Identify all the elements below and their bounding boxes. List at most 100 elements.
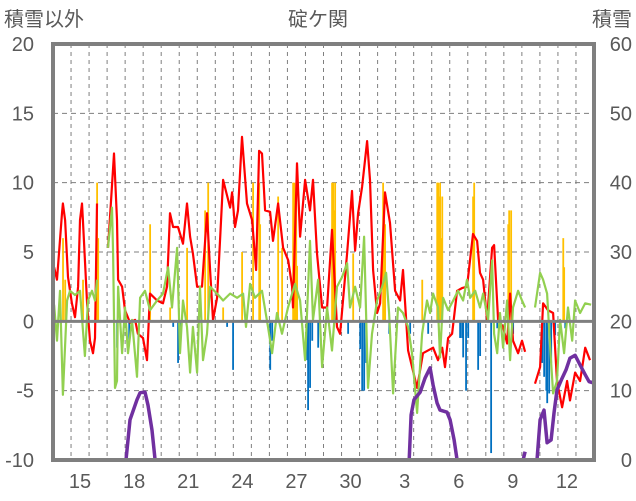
right-tick-label: 60 <box>610 34 632 56</box>
left-tick-label: 5 <box>23 242 34 264</box>
yellow-bars-bar <box>507 224 510 322</box>
gridlines <box>53 44 594 460</box>
yellow-bars-bar <box>186 247 188 322</box>
left-tick-label: 15 <box>12 103 34 125</box>
blue-bars-bar <box>306 321 309 361</box>
blue-bars-bar <box>459 321 462 338</box>
blue-bars-bar <box>361 321 364 391</box>
right-tick-label: 50 <box>610 103 632 125</box>
x-tick-label: 18 <box>123 471 145 493</box>
blue-bars-bar <box>467 321 470 338</box>
yellow-bars-bar <box>292 182 295 322</box>
blue-bars-bar <box>543 321 546 377</box>
yellow-bars-bar <box>62 238 64 322</box>
yellow-bars-bar <box>421 279 424 322</box>
x-tick-label: 3 <box>399 471 410 493</box>
yellow-bars-bar <box>222 307 225 322</box>
yellow-bars-bar <box>473 182 476 322</box>
right-tick-label: 10 <box>610 381 632 403</box>
series-lines <box>53 135 595 462</box>
yellow-bars-bar <box>440 238 443 322</box>
blue-bars-bar <box>550 321 553 363</box>
yellow-bars-bar <box>64 279 67 322</box>
blue-bars-bar <box>177 321 179 363</box>
left-tick-label: -5 <box>16 381 34 403</box>
yellow-bars-bar <box>563 267 566 322</box>
yellow-bars-bar <box>508 210 511 322</box>
yellow-bars-bar <box>149 224 152 322</box>
yellow-bars-bar <box>295 182 298 322</box>
x-tick-label: 30 <box>339 471 361 493</box>
blue-bars-bar <box>311 321 314 341</box>
yellow-bars-bar <box>472 196 474 322</box>
blue-bars-bar <box>317 321 320 348</box>
blue-bars-bar <box>496 321 499 329</box>
blue-bars-bar <box>564 321 567 329</box>
blue-bars-bar <box>479 321 482 356</box>
yellow-bars-bar <box>510 210 513 322</box>
yellow-bars-bar <box>439 182 441 322</box>
x-tick-label: 27 <box>285 471 307 493</box>
x-tick-label: 9 <box>507 471 518 493</box>
blue-bars-bar <box>465 321 467 391</box>
blue-bars-bar <box>546 321 549 404</box>
yellow-bars-bar <box>441 196 444 322</box>
blue-bars-bar <box>128 321 131 341</box>
yellow-bars-bar <box>438 196 441 322</box>
yellow-bars-bar <box>437 182 440 322</box>
blue-bars-bar <box>359 321 362 350</box>
yellow-bars-bar <box>258 182 261 322</box>
blue-bars-bar <box>347 321 350 334</box>
blue-bars-bar <box>554 321 557 336</box>
yellow-bars-bar <box>97 238 100 322</box>
yellow-bars-bar <box>169 307 172 322</box>
blue-bars-bar <box>427 321 430 334</box>
blue-bars-bar <box>409 321 412 334</box>
left-tick-label: 20 <box>12 34 34 56</box>
x-tick-label: 24 <box>231 471 253 493</box>
yellow-bars-bar <box>204 210 207 322</box>
blue-bars-bar <box>462 321 465 358</box>
yellow-bars-bar <box>334 182 337 322</box>
blue-bars-bar <box>226 321 229 327</box>
blue-bars-bar <box>271 321 274 341</box>
yellow-bars-bar <box>383 220 386 322</box>
yellow-bars-bar <box>436 182 439 322</box>
blue-bars-bar <box>172 321 175 327</box>
plot-frame <box>51 42 596 462</box>
right-tick-label: 0 <box>621 450 632 472</box>
right-tick-label: 30 <box>610 242 632 264</box>
yellow-bars-bar <box>562 238 565 322</box>
yellow-bars-bar <box>82 279 84 322</box>
x-tick-label: 12 <box>556 471 578 493</box>
left-tick-label: 10 <box>12 173 34 195</box>
x-tick-label: 21 <box>177 471 199 493</box>
yellow-bars-bar <box>352 253 355 322</box>
blue-bars-bar <box>232 321 234 370</box>
yellow-bars-bar <box>259 224 262 322</box>
right-tick-label: 20 <box>610 311 632 333</box>
yellow-bars-bar <box>277 196 280 322</box>
plot-border <box>51 42 596 462</box>
yellow-bars-bar <box>294 238 297 322</box>
blue-bars-bar <box>548 321 551 394</box>
right-tick-label: 40 <box>610 173 632 195</box>
yellow-bars-bar <box>281 247 284 322</box>
blue-bars-bar <box>307 321 309 411</box>
left-tick-label: -10 <box>5 450 34 472</box>
x-tick-label: 6 <box>453 471 464 493</box>
right-axis-title: 積雪 <box>592 8 632 31</box>
blue-bars-bar <box>545 321 548 391</box>
chart-title: 碇ケ関 <box>288 8 348 31</box>
x-tick-label: 15 <box>69 471 91 493</box>
blue-bars-bar <box>309 321 311 388</box>
yellow-bars-bar <box>252 182 254 322</box>
blue-bars-bar <box>461 321 463 338</box>
blue-bars-bar <box>490 321 493 454</box>
left-tick-label: 0 <box>23 311 34 333</box>
left-axis-title: 積雪以外 <box>4 8 84 31</box>
blue-bars-bar <box>477 321 480 370</box>
yellow-bars-bar <box>241 252 243 322</box>
